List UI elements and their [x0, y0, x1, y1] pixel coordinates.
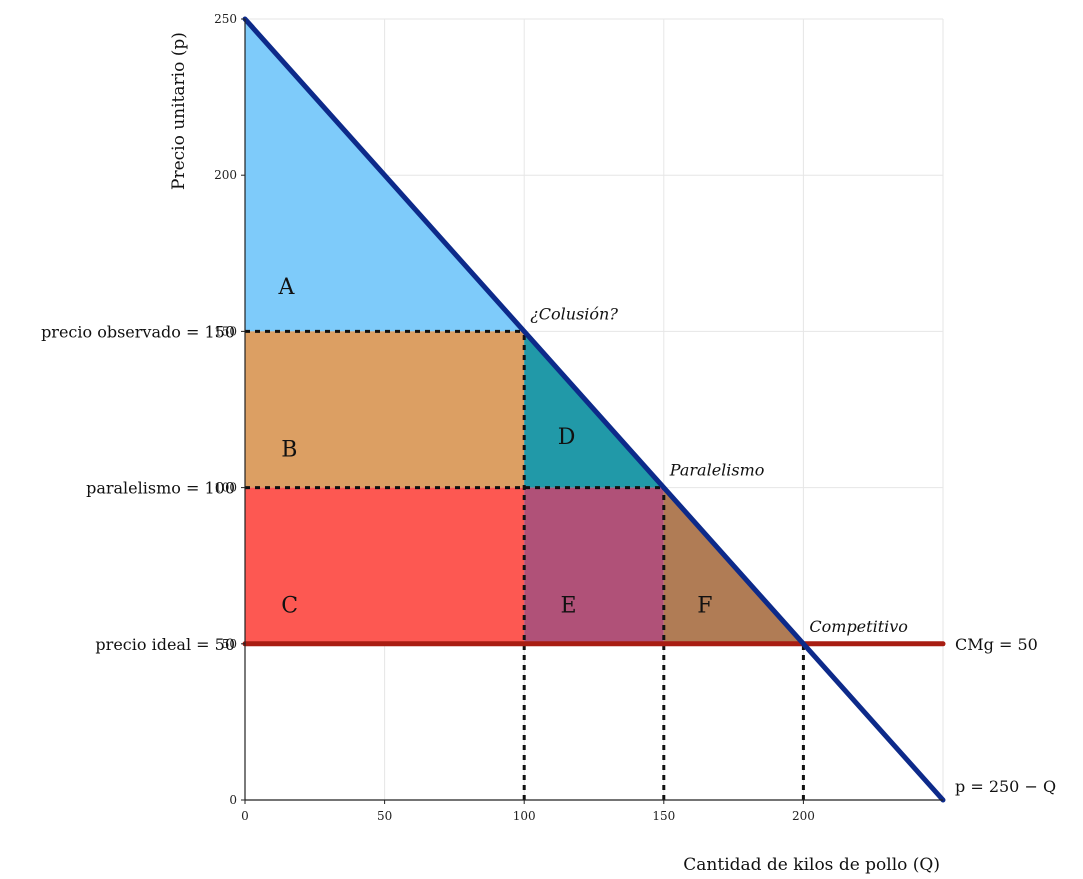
region-label-a: A [278, 275, 296, 300]
y-tick-label: 0 [229, 793, 237, 807]
demand-group: p = 250 − Q [242, 16, 1056, 803]
y-tick-label: 250 [214, 12, 237, 26]
region-label-b: B [281, 437, 297, 462]
price-label: precio ideal = 50 [95, 635, 235, 654]
y-tick-label: 200 [214, 168, 237, 182]
marginal-cost-group: CMg = 50 [242, 635, 1038, 654]
point-label: Competitivo [809, 617, 908, 636]
y-tick-label: 50 [222, 637, 237, 651]
demand-label: p = 250 − Q [955, 777, 1056, 796]
point-label: Paralelismo [669, 461, 765, 480]
region-e [524, 487, 664, 644]
region-b [245, 331, 525, 488]
x-tick-label: 100 [513, 809, 536, 823]
price-label: paralelismo = 100 [86, 479, 235, 498]
region-c [245, 487, 525, 644]
price-label: precio observado = 150 [41, 322, 235, 341]
region-label-e: E [560, 594, 576, 619]
axes [244, 19, 943, 801]
y-tick-label: 100 [214, 481, 237, 495]
point-label: ¿Colusión? [530, 304, 618, 323]
demand-line [242, 16, 946, 803]
guide-lines [245, 329, 805, 800]
x-tick-label: 150 [652, 809, 675, 823]
marginal-cost-label: CMg = 50 [955, 635, 1038, 654]
x-tick-label: 50 [377, 809, 392, 823]
x-tick-label: 0 [241, 809, 249, 823]
tick-labels: 0 50 100 150 200 0 50 100 150 200 250 [214, 12, 815, 823]
region-label-c: C [281, 594, 298, 619]
x-axis-title: Cantidad de kilos de pollo (Q) [683, 855, 940, 875]
y-axis-title: Precio unitario (p) [169, 32, 189, 190]
region-label-f: F [697, 594, 712, 619]
annotation-labels: precio observado = 150 paralelismo = 100 p… [41, 275, 908, 654]
x-tick-label: 200 [792, 809, 815, 823]
region-label-d: D [558, 425, 576, 450]
y-tick-label: 150 [214, 324, 237, 338]
